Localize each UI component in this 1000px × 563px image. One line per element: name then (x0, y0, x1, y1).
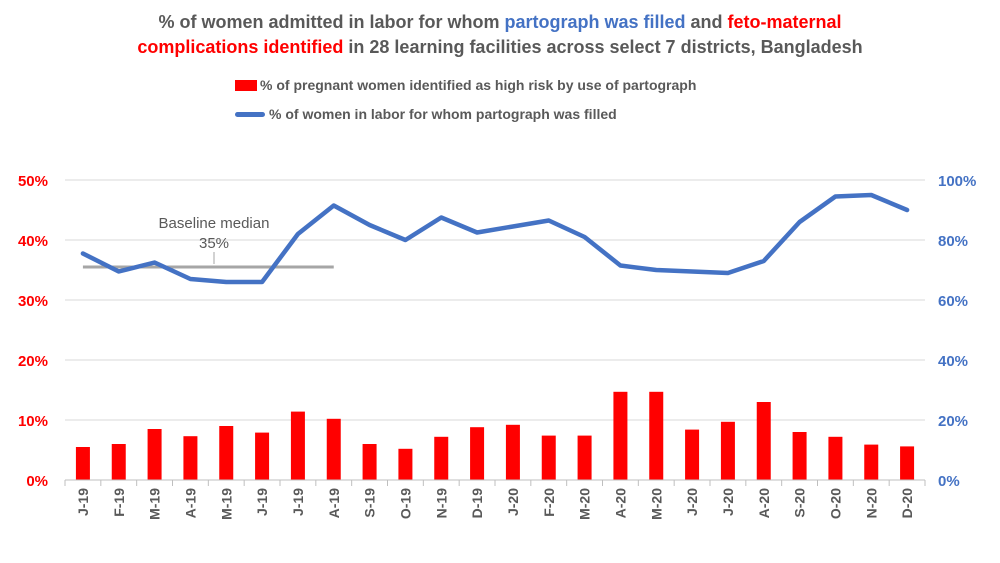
x-tick-label: J-19 (290, 488, 306, 516)
legend-bar-swatch (235, 79, 257, 91)
bar (541, 435, 556, 480)
bar (111, 444, 126, 480)
x-tick-label: M-19 (147, 488, 163, 520)
x-tick-label: M-19 (218, 488, 234, 520)
y-left-tick-label: 50% (18, 173, 48, 190)
bar (326, 418, 341, 480)
title-part-3: and (685, 12, 728, 32)
chart-title: % of women admitted in labor for whom pa… (0, 10, 1000, 60)
legend-item-line: % of women in labor for whom partograph … (235, 103, 617, 125)
x-tick-label: S-19 (362, 488, 378, 518)
title-part-6: in 28 learning facilities across select … (343, 37, 863, 57)
bar (290, 411, 305, 480)
y-right-tick-label: 80% (938, 233, 968, 250)
bar (219, 426, 234, 480)
x-tick-label: M-20 (577, 488, 593, 520)
bar (649, 391, 664, 480)
x-tick-label: J-20 (684, 488, 700, 516)
bar (75, 447, 90, 480)
x-tick-label: F-19 (111, 488, 127, 517)
y-left-tick-label: 0% (26, 473, 48, 490)
bar (613, 391, 628, 480)
x-tick-label: D-19 (469, 488, 485, 519)
x-tick-label: M-20 (648, 488, 664, 520)
x-tick-label: J-20 (720, 488, 736, 516)
y-left-tick-label: 10% (18, 413, 48, 430)
bar (505, 424, 520, 480)
y-right-tick-label: 60% (938, 293, 968, 310)
bar (362, 444, 377, 480)
title-part-1: % of women admitted in labor for whom (158, 12, 505, 32)
bar (255, 432, 270, 480)
legend-item-bar: % of pregnant women identified as high r… (235, 74, 696, 96)
bar (470, 427, 485, 480)
x-tick-label: J-19 (75, 488, 91, 516)
title-line-1: % of women admitted in labor for whom pa… (0, 10, 1000, 35)
bar (577, 435, 592, 480)
legend-line-swatch (235, 111, 265, 117)
x-tick-label: J-20 (505, 488, 521, 516)
baseline-label: Baseline median (159, 215, 270, 232)
title-part-5: complications identified (137, 37, 344, 57)
x-tick-label: F-20 (541, 488, 557, 517)
bar (756, 402, 771, 480)
legend-line-label: % of women in labor for whom partograph … (269, 106, 617, 122)
bar (434, 436, 449, 480)
bar (828, 436, 843, 480)
x-tick-label: O-19 (397, 488, 413, 519)
x-tick-label: A-20 (756, 488, 772, 519)
partograph-filled-line (80, 192, 910, 285)
title-part-4: feto-maternal (727, 12, 842, 32)
y-left-tick-label: 40% (18, 233, 48, 250)
y-right-tick-label: 0% (938, 473, 960, 490)
bar (864, 444, 879, 480)
baseline-value-label: 35% (199, 235, 229, 252)
y-left-tick-label: 20% (18, 353, 48, 370)
y-left-tick-label: 30% (18, 293, 48, 310)
x-tick-label: N-20 (863, 488, 879, 519)
bar (685, 429, 700, 480)
x-tick-label: N-19 (433, 488, 449, 519)
x-tick-label: A-19 (326, 488, 342, 519)
bar (147, 429, 162, 480)
x-tick-label: A-20 (612, 488, 628, 519)
y-right-tick-label: 20% (938, 413, 968, 430)
bar (183, 436, 198, 480)
bar (720, 421, 735, 480)
title-line-2: complications identified in 28 learning … (0, 35, 1000, 60)
x-tick-label: D-20 (899, 488, 915, 519)
x-tick-label: O-20 (827, 488, 843, 519)
x-tick-label: S-20 (792, 488, 808, 518)
bar (900, 446, 915, 480)
x-tick-label: A-19 (182, 488, 198, 519)
x-tick-label: J-19 (254, 488, 270, 516)
title-part-2: partograph was filled (504, 12, 686, 32)
y-right-tick-label: 100% (938, 173, 976, 190)
legend-bar-label: % of pregnant women identified as high r… (260, 77, 697, 93)
bar (398, 448, 413, 480)
y-right-tick-label: 40% (938, 353, 968, 370)
bar (792, 432, 807, 480)
